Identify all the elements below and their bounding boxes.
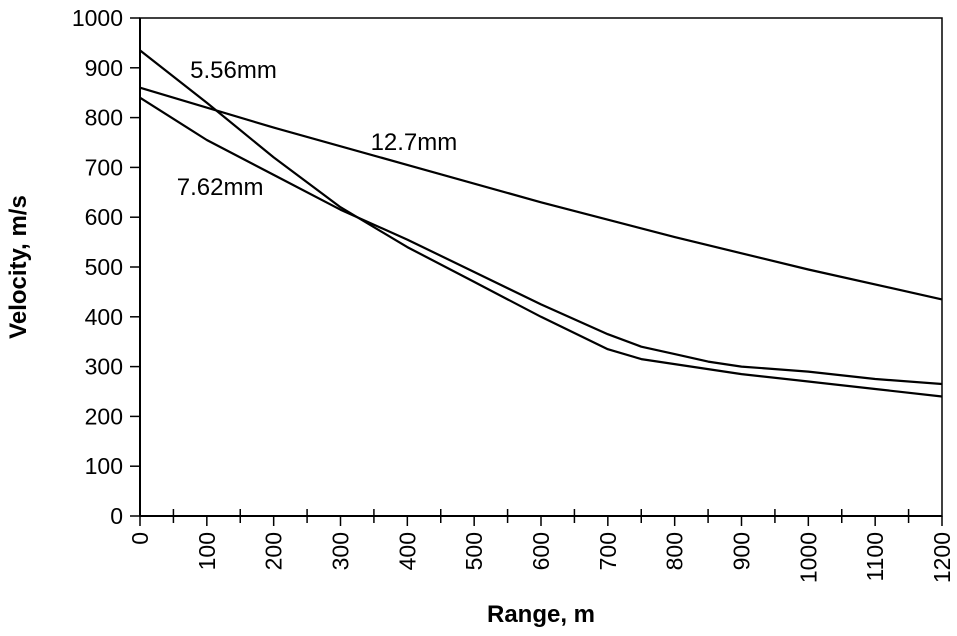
x-tick-label-1100: 1100 xyxy=(862,532,888,581)
x-tick-label-0: 0 xyxy=(127,532,153,545)
series-label-7.62mm: 7.62mm xyxy=(177,174,264,201)
y-tick-label-500: 500 xyxy=(85,254,123,280)
y-tick-label-300: 300 xyxy=(85,354,123,380)
series-line-7.62mm xyxy=(139,96,943,386)
y-tick-label-800: 800 xyxy=(85,105,123,131)
series-line-12.7mm xyxy=(139,86,943,301)
x-tick-label-500: 500 xyxy=(461,532,487,570)
plot-area xyxy=(139,17,943,517)
x-tick-label-1200: 1200 xyxy=(929,532,955,583)
y-tick-label-400: 400 xyxy=(85,304,123,330)
x-tick-label-1000: 1000 xyxy=(795,532,821,583)
x-tick-label-900: 900 xyxy=(729,532,755,570)
y-tick-label-600: 600 xyxy=(85,204,123,230)
y-tick-label-700: 700 xyxy=(85,154,123,180)
y-tick-label-900: 900 xyxy=(85,55,123,81)
series-line-5.56mm xyxy=(139,49,943,398)
y-tick-label-1000: 1000 xyxy=(72,5,123,31)
x-tick-label-600: 600 xyxy=(528,532,554,570)
x-axis-title: Range, m xyxy=(487,601,595,628)
x-tick-label-200: 200 xyxy=(261,532,287,570)
x-tick-label-300: 300 xyxy=(328,532,354,570)
y-tick-label-0: 0 xyxy=(110,503,123,529)
x-tick-label-400: 400 xyxy=(394,532,420,570)
series-lines xyxy=(139,49,943,398)
x-tick-label-100: 100 xyxy=(194,532,220,570)
x-tick-label-800: 800 xyxy=(662,532,688,570)
x-tick-label-700: 700 xyxy=(595,532,621,570)
axis-ticks: 0 100 200 300 400 500 600 700 800 900 1000 0 100 200 3… xyxy=(72,5,955,583)
y-axis-title: Velocity, m/s xyxy=(5,195,32,339)
series-annotations: 5.56mm 12.7mm 7.62mm xyxy=(177,57,458,201)
plot-frame xyxy=(139,17,943,517)
series-label-12.7mm: 12.7mm xyxy=(371,129,458,156)
y-tick-label-200: 200 xyxy=(85,403,123,429)
series-label-5.56mm: 5.56mm xyxy=(190,57,277,84)
y-tick-label-100: 100 xyxy=(85,453,123,479)
